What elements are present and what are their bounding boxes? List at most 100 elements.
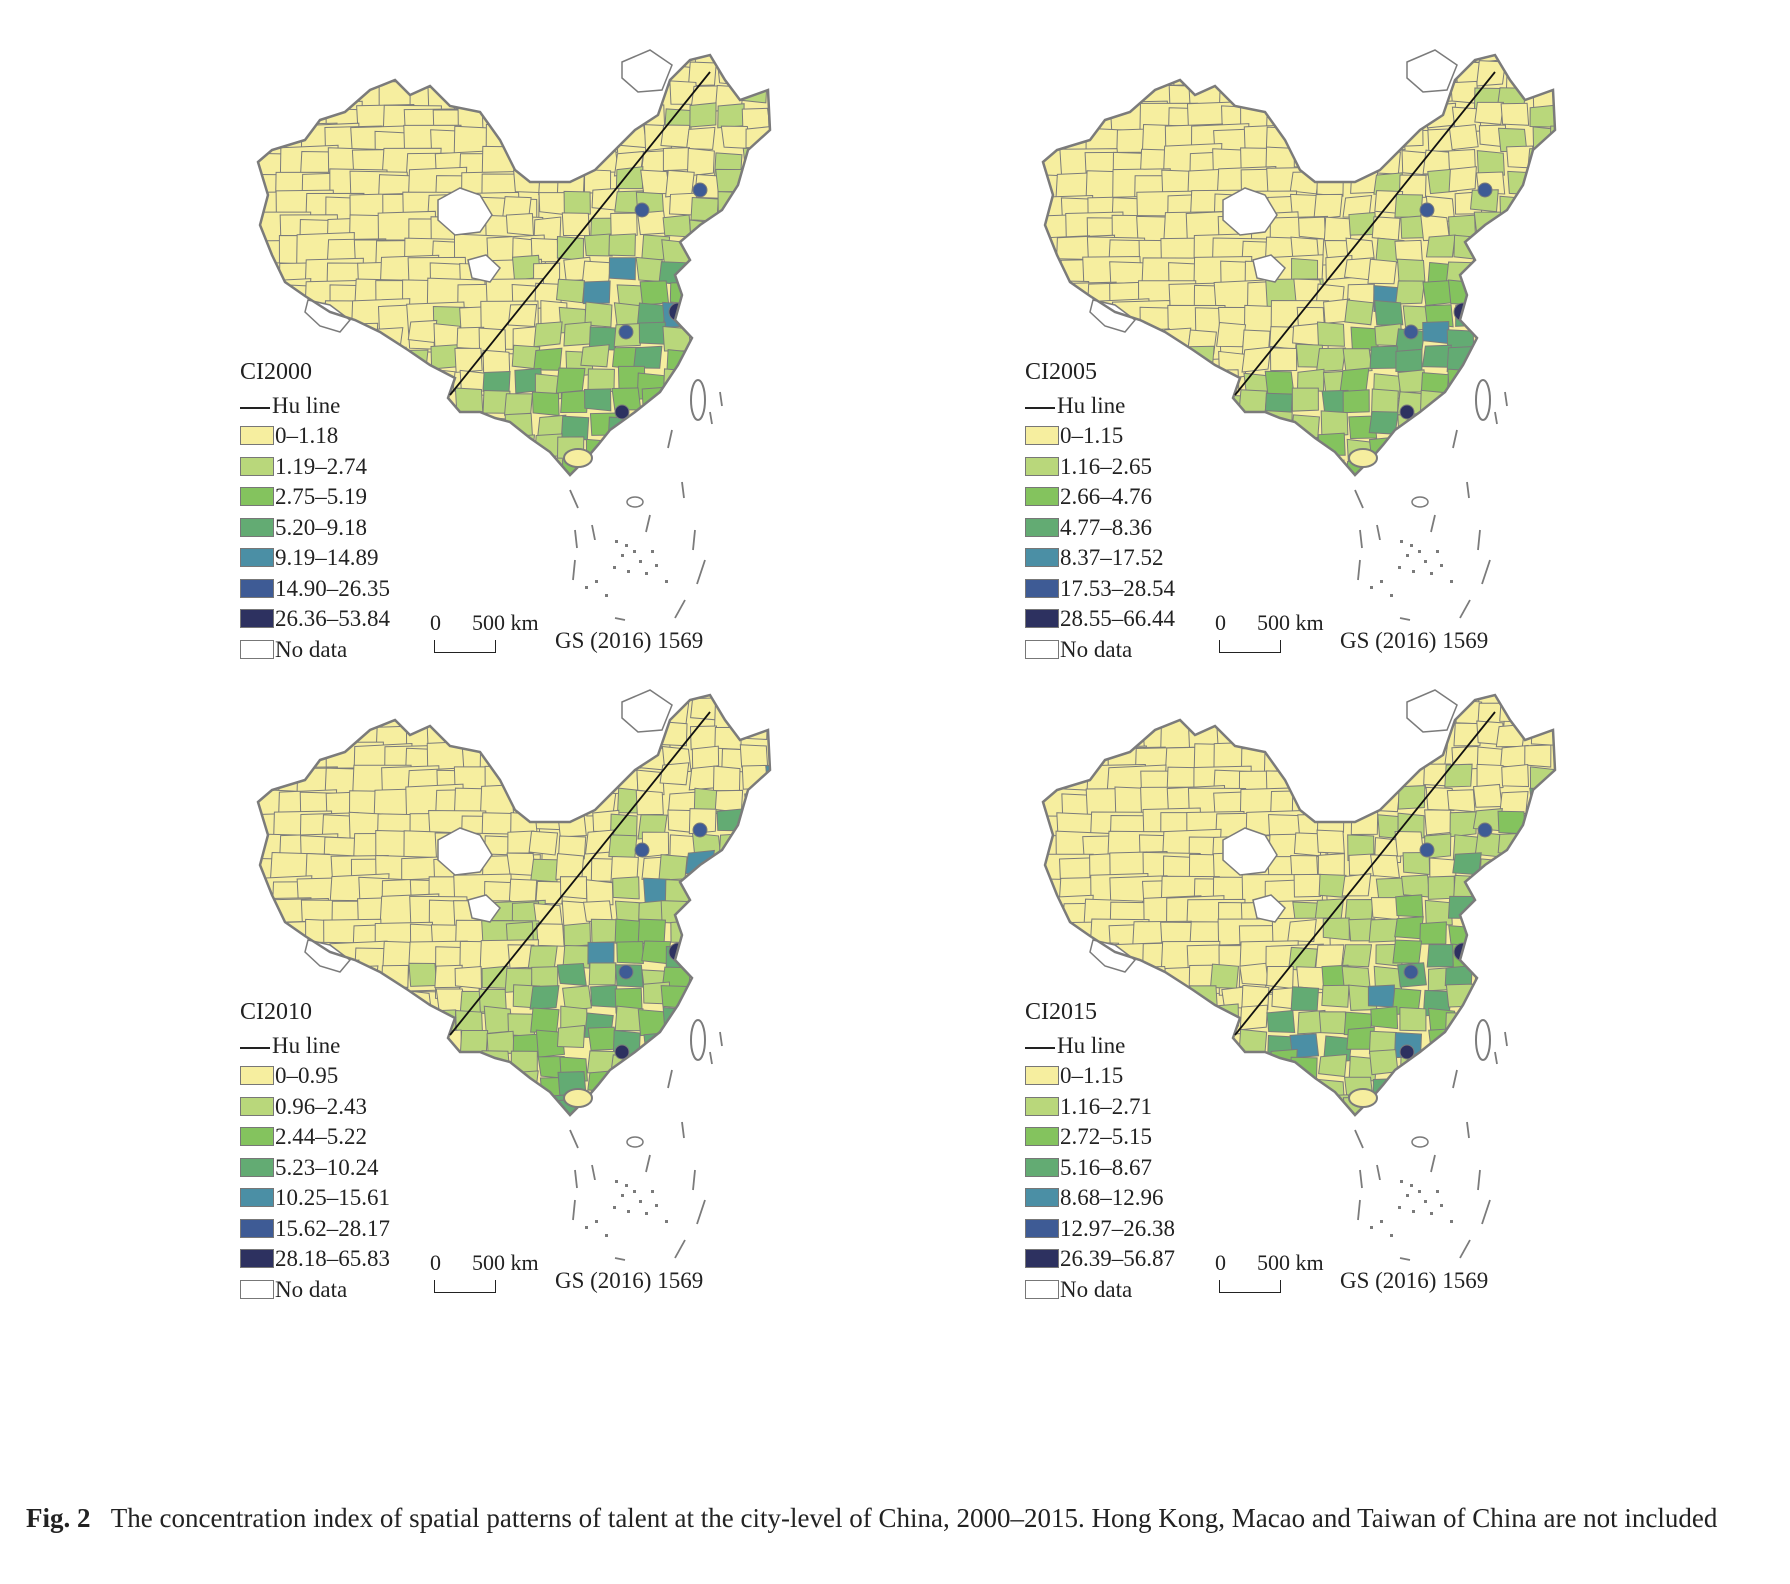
city-unit xyxy=(583,233,613,257)
city-unit xyxy=(561,212,591,237)
island-dot xyxy=(1390,594,1393,597)
city-unit xyxy=(1367,766,1396,795)
city-unit xyxy=(410,55,472,92)
city-unit xyxy=(1370,897,1400,921)
city-unit xyxy=(1529,1121,1556,1144)
no-data-region xyxy=(1406,49,1458,93)
city-unit xyxy=(1476,150,1505,176)
hainan-island xyxy=(563,1088,593,1108)
city-unit xyxy=(1348,473,1377,475)
city-unit xyxy=(1316,321,1345,347)
city-unit xyxy=(740,277,770,301)
legend-no-data: No data xyxy=(240,1278,347,1301)
city-unit xyxy=(1421,1050,1450,1076)
city-unit xyxy=(1532,300,1555,324)
city-unit xyxy=(479,719,541,771)
city-unit xyxy=(1532,369,1555,394)
hu-line xyxy=(449,711,711,1036)
city-unit xyxy=(1341,770,1372,797)
city-unit xyxy=(1425,786,1455,812)
no-data-region xyxy=(1406,689,1458,733)
island-dot xyxy=(1418,550,1421,553)
city-unit xyxy=(639,280,670,306)
national-boundary xyxy=(1041,693,1557,1117)
city-unit xyxy=(456,1074,487,1099)
legend-class-1: 0–1.15 xyxy=(1025,1064,1123,1087)
city-unit xyxy=(772,704,790,726)
city-unit xyxy=(1265,62,1325,115)
city-unit xyxy=(1499,920,1529,944)
maritime-boundary-dash xyxy=(572,559,576,581)
legend-swatch xyxy=(240,639,274,659)
city-unit xyxy=(1056,695,1116,733)
city-unit xyxy=(738,699,769,725)
city-unit xyxy=(1447,1099,1475,1115)
legend-class-7: 26.36–53.84 xyxy=(240,607,390,630)
city-unit xyxy=(1477,899,1507,926)
city-unit xyxy=(1317,742,1348,766)
city-unit xyxy=(1243,61,1305,115)
city-unit xyxy=(258,942,311,994)
city-unit xyxy=(1524,215,1552,242)
city-unit xyxy=(560,415,590,441)
city-unit xyxy=(1453,722,1482,747)
city-unit xyxy=(1216,321,1247,348)
city-unit xyxy=(1472,1078,1500,1104)
maritime-boundary-dash xyxy=(1477,1169,1481,1191)
city-unit xyxy=(1316,829,1345,854)
no-data-region xyxy=(1252,254,1286,283)
city-unit xyxy=(1237,702,1299,752)
city-unit xyxy=(1525,196,1554,220)
city-unit xyxy=(686,147,715,177)
city-unit xyxy=(1396,122,1424,148)
scale-bar-line xyxy=(434,640,496,653)
city-unit xyxy=(616,941,644,965)
maritime-boundary-dash xyxy=(591,1164,596,1180)
legend-class-5: 8.68–12.96 xyxy=(1025,1186,1164,1209)
island-dot xyxy=(655,564,658,567)
city-unit xyxy=(1550,325,1555,350)
legend-class-label: 9.19–14.89 xyxy=(275,545,379,570)
city-unit xyxy=(408,962,438,987)
island-dot xyxy=(1436,550,1439,553)
city-unit xyxy=(431,55,490,91)
city-unit xyxy=(1313,193,1343,220)
map-panel-ci2005: CI2005 Hu line 0–1.15 1.16–2.65 2.66–4.76 4.7… xyxy=(795,20,1575,720)
island-dot xyxy=(633,1190,636,1193)
city-unit xyxy=(1320,410,1349,438)
legend-class-7: 28.18–65.83 xyxy=(240,1247,390,1270)
legend-hu-line: Hu line xyxy=(240,394,340,417)
city-unit xyxy=(1550,215,1555,240)
city-unit xyxy=(1392,939,1423,964)
legend-swatch xyxy=(240,548,274,567)
city-unit xyxy=(1368,101,1398,128)
choropleth-map xyxy=(1041,49,1575,540)
choropleth-map xyxy=(1041,689,1575,1180)
hotspot-city xyxy=(634,202,650,218)
city-unit xyxy=(1553,392,1555,419)
city-unit xyxy=(589,695,619,701)
city-unit xyxy=(1478,880,1508,905)
city-unit xyxy=(1549,786,1555,810)
hainan-island xyxy=(1348,1088,1378,1108)
city-unit xyxy=(608,726,637,751)
city-unit xyxy=(1269,82,1329,135)
city-unit xyxy=(1423,1093,1453,1115)
city-unit xyxy=(1315,347,1347,373)
city-unit xyxy=(1043,940,1092,992)
city-unit xyxy=(1448,388,1478,412)
city-unit xyxy=(1371,388,1399,415)
city-unit xyxy=(1396,258,1426,284)
city-unit xyxy=(1495,367,1526,394)
city-unit xyxy=(1497,390,1526,414)
city-unit xyxy=(1060,964,1089,988)
city-unit xyxy=(1555,1122,1575,1144)
city-unit xyxy=(1557,191,1575,218)
island-dot xyxy=(627,1210,630,1213)
city-unit xyxy=(1271,453,1300,475)
city-unit xyxy=(487,1098,518,1115)
city-unit xyxy=(740,412,770,436)
island-dot xyxy=(1440,1204,1443,1207)
city-unit xyxy=(274,704,335,756)
city-unit xyxy=(1420,412,1450,436)
